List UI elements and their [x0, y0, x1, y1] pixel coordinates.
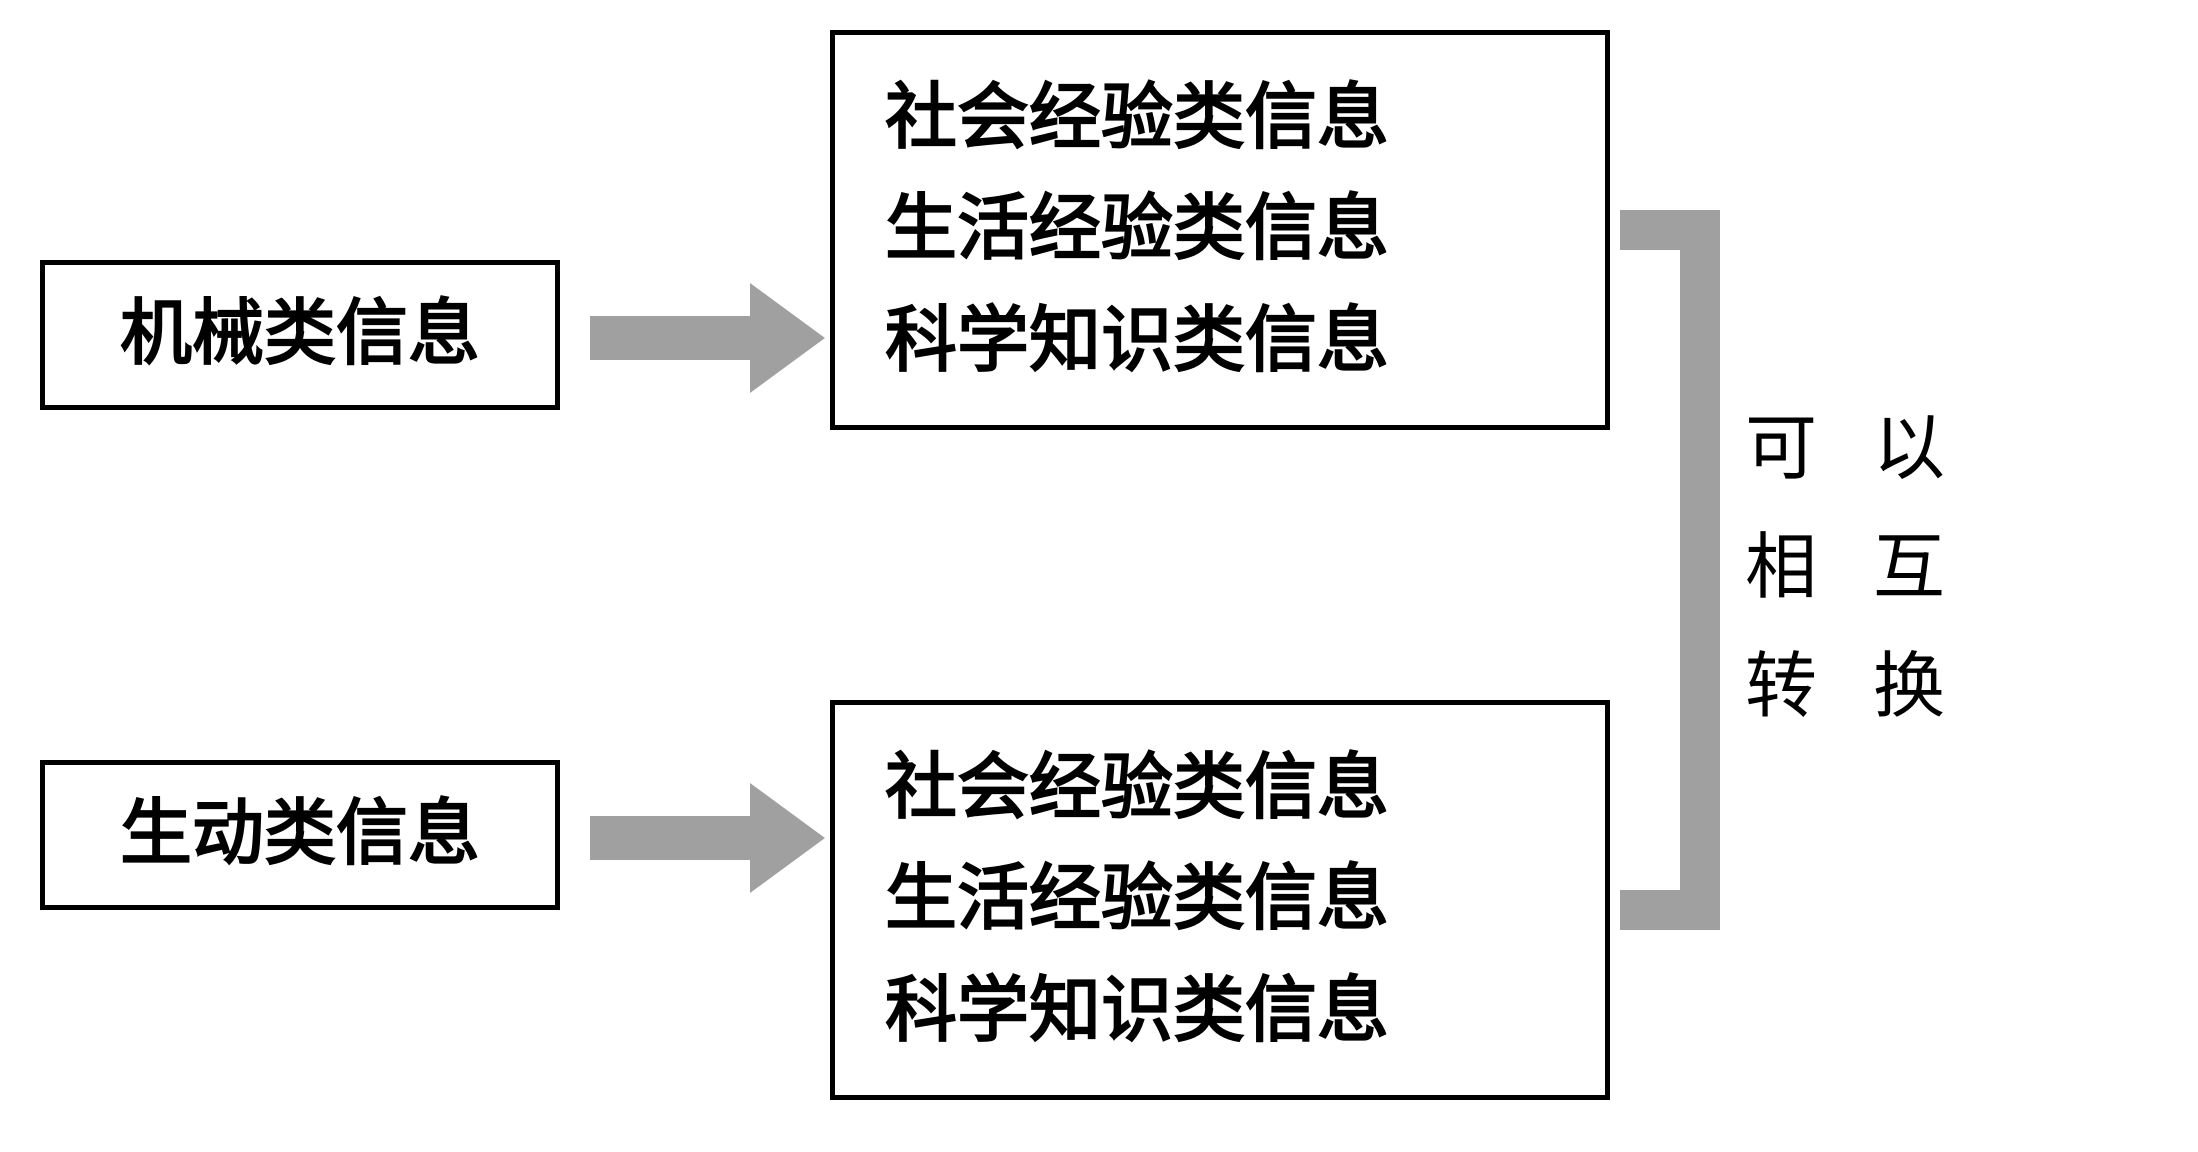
- top-cat-line-3: 科学知识类信息: [885, 286, 1389, 398]
- bracket-label: 可 以 相 互 转 换: [1745, 390, 1963, 746]
- arrow-bottom: [590, 778, 830, 898]
- box-mechanical-info: 机械类信息: [40, 260, 560, 410]
- bracket-connector: [1620, 210, 1740, 930]
- bracket-label-line-1: 可 以: [1745, 390, 1963, 509]
- bracket-label-line-3: 转 换: [1745, 628, 1963, 747]
- label-vivid-info: 生动类信息: [120, 779, 480, 891]
- bot-cat-line-2: 生活经验类信息: [885, 844, 1389, 956]
- box-top-categories: 社会经验类信息 生活经验类信息 科学知识类信息: [830, 30, 1610, 430]
- arrow-top: [590, 278, 830, 398]
- top-cat-line-2: 生活经验类信息: [885, 174, 1389, 286]
- label-mechanical-info: 机械类信息: [120, 279, 480, 391]
- bot-cat-line-1: 社会经验类信息: [885, 733, 1389, 845]
- box-vivid-info: 生动类信息: [40, 760, 560, 910]
- box-bottom-categories: 社会经验类信息 生活经验类信息 科学知识类信息: [830, 700, 1610, 1100]
- bracket-label-line-2: 相 互: [1745, 509, 1963, 628]
- top-cat-line-1: 社会经验类信息: [885, 63, 1389, 175]
- bot-cat-line-3: 科学知识类信息: [885, 956, 1389, 1068]
